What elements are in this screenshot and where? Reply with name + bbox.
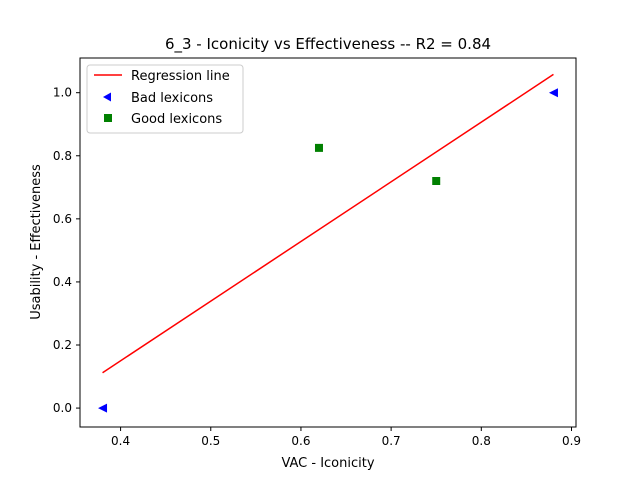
legend: Regression line Bad lexicons Good lexico…	[86, 64, 244, 134]
legend-bad-lexicons-label: Bad lexicons	[131, 91, 213, 106]
y-tick-label: 0.6	[53, 212, 72, 226]
y-tick-label: 0.0	[53, 401, 72, 415]
regression-line	[102, 73, 554, 374]
x-tick-label: 0.5	[201, 434, 220, 448]
x-axis-label: VAC - Iconicity	[281, 456, 374, 471]
y-tick-label: 0.8	[53, 149, 72, 163]
bad-lexicon-point	[548, 88, 558, 98]
legend-regression-label: Regression line	[131, 69, 230, 84]
data-points	[98, 88, 558, 413]
x-tick-label: 0.7	[382, 434, 401, 448]
y-axis-label: Usability - Effectiveness	[29, 164, 44, 320]
legend-good-lexicons-label: Good lexicons	[131, 112, 222, 127]
x-tick-label: 0.6	[291, 434, 310, 448]
x-tick-label: 0.4	[111, 434, 130, 448]
plot-area-frame	[79, 57, 577, 428]
x-tick-label: 0.8	[472, 434, 491, 448]
y-tick-label: 0.2	[53, 338, 72, 352]
y-tick-label: 1.0	[53, 86, 72, 100]
bad-lexicon-point	[98, 403, 108, 413]
legend-good-lexicons-marker	[104, 114, 112, 122]
chart-title: 6_3 - Iconicity vs Effectiveness -- R2 =…	[165, 35, 491, 54]
legend-box	[86, 64, 244, 134]
legend-bad-lexicons-marker	[103, 92, 111, 102]
good-lexicon-point	[314, 143, 323, 152]
y-axis-ticks: 0.0 0.2 0.4 0.6 0.8 1.0	[53, 86, 80, 415]
good-lexicon-point	[432, 177, 441, 185]
x-axis-ticks: 0.4 0.5 0.6 0.7 0.8 0.9	[111, 427, 581, 448]
y-tick-label: 0.4	[53, 275, 72, 289]
x-tick-label: 0.9	[562, 434, 581, 448]
